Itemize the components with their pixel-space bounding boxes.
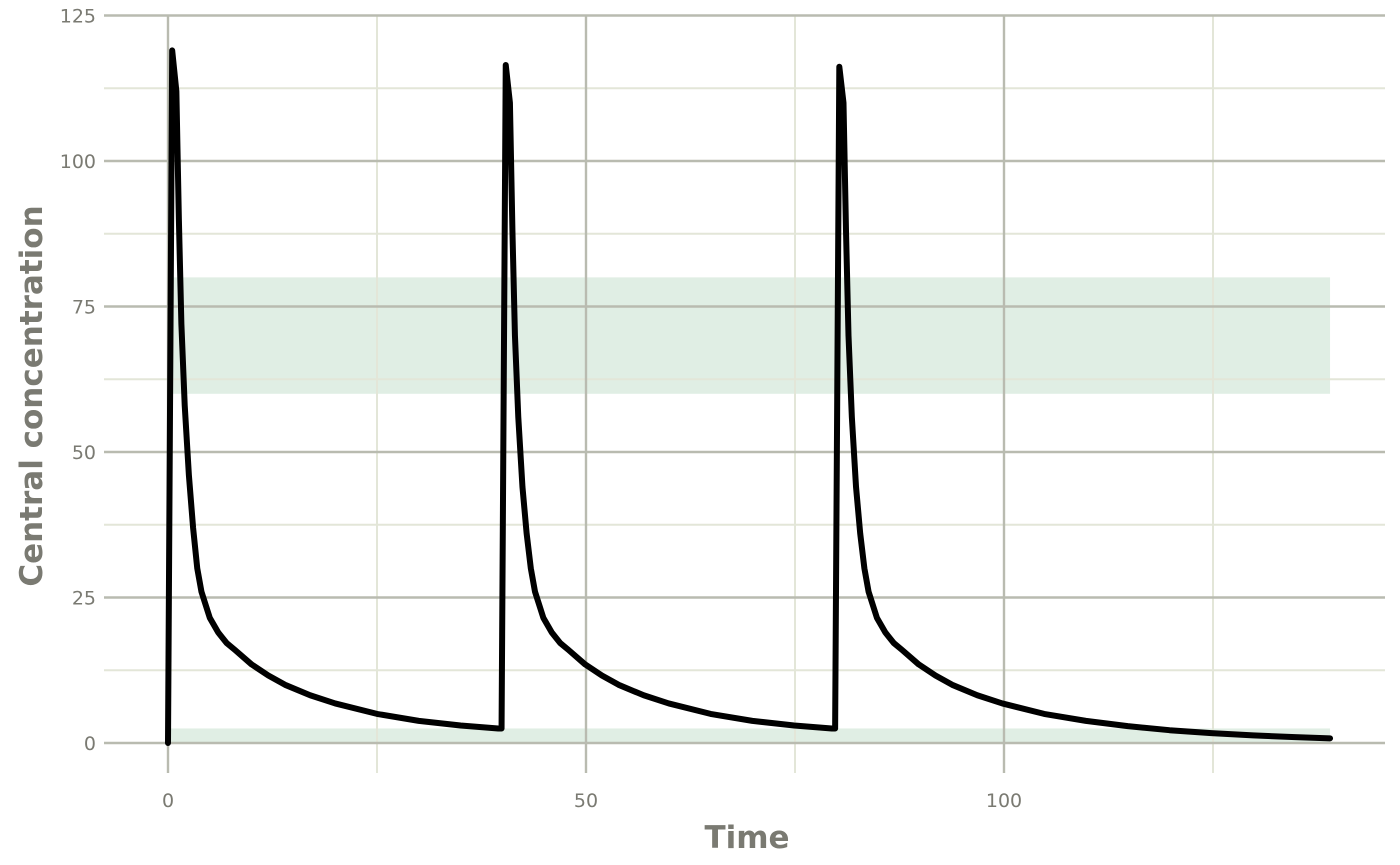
y-tick-label: 25	[72, 588, 96, 610]
y-tick-label: 125	[60, 6, 96, 28]
series-layer	[165, 47, 1334, 746]
y-axis-title: Central concentration	[14, 205, 50, 586]
concentration-line-0	[165, 47, 1334, 746]
y-tick-label: 75	[72, 297, 96, 319]
target-band-0	[168, 277, 1331, 394]
x-tick-label: 100	[986, 790, 1022, 812]
target-band-1	[168, 728, 1331, 743]
minor-gridlines	[104, 16, 1385, 773]
x-axis-title: Time	[704, 820, 789, 856]
major-gridlines	[104, 14, 1385, 773]
x-tick-label: 0	[162, 790, 174, 812]
x-tick-label: 50	[574, 790, 598, 812]
y-tick-label: 50	[72, 442, 96, 464]
y-tick-label: 100	[60, 151, 96, 173]
target-bands	[168, 277, 1331, 743]
x-axis-tick-labels: 0 50 100	[162, 790, 1022, 812]
y-axis-tick-labels: 0 25 50 75 100 125	[60, 6, 96, 756]
y-tick-label: 0	[84, 733, 96, 755]
